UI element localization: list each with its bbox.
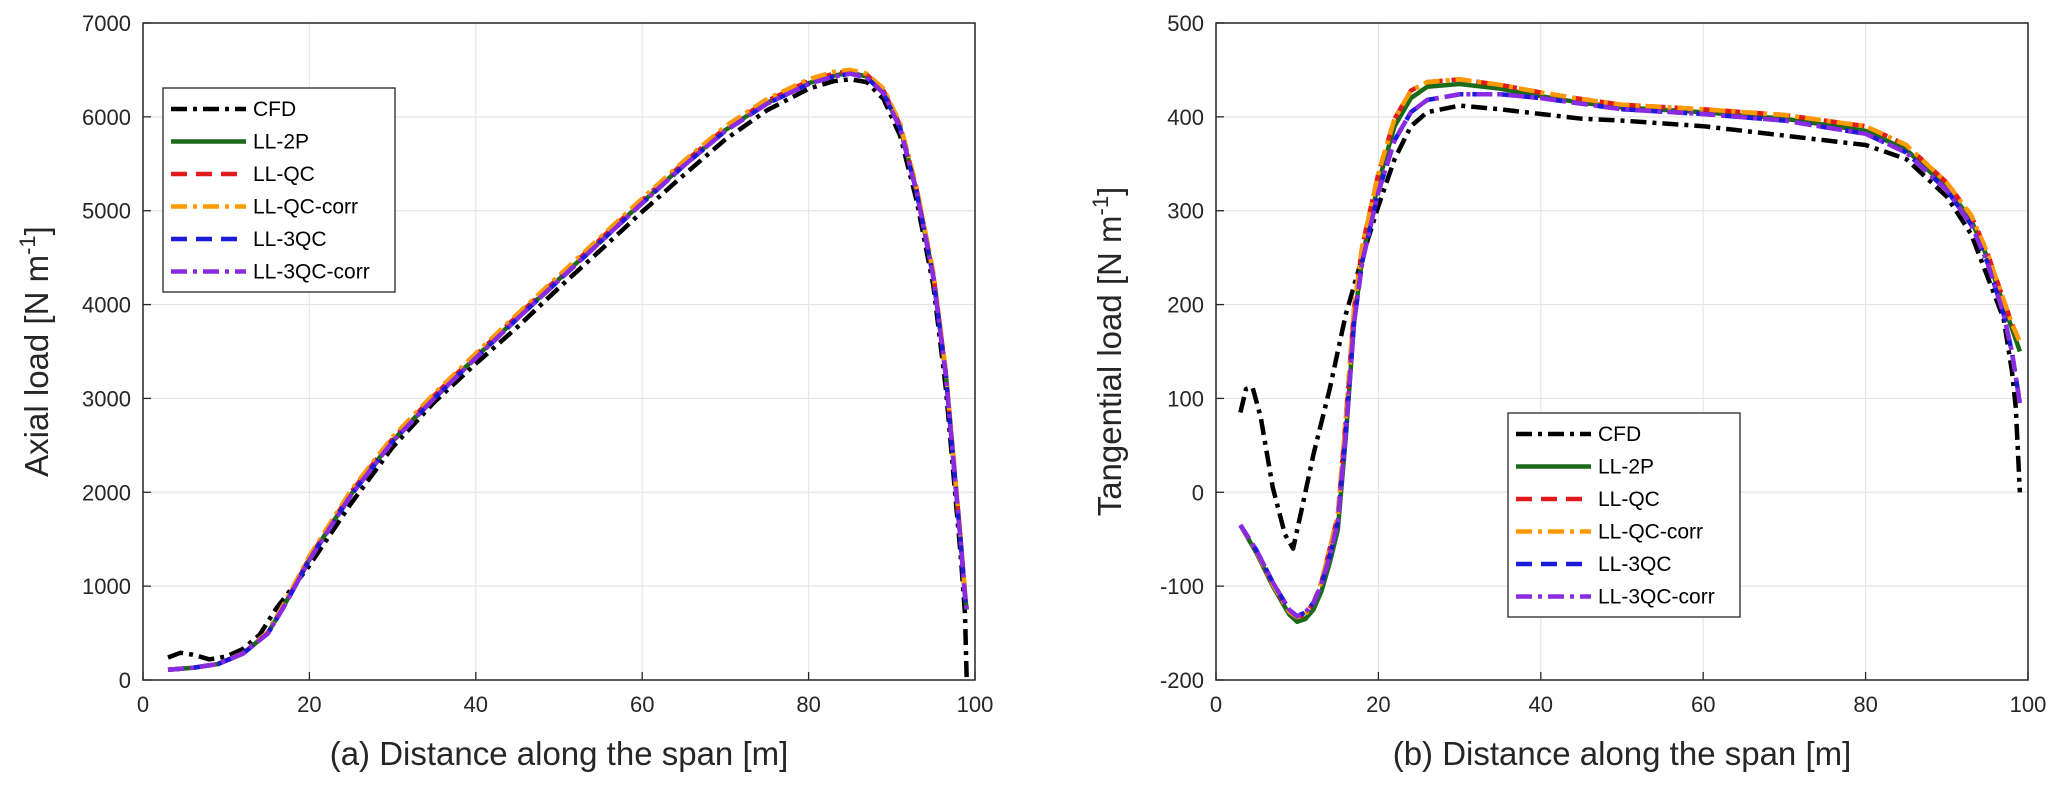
y-tick-label: 300	[1167, 199, 1204, 224]
chart-panel-a: 0 20 40 60 80 1000100020003000400050006000700…	[15, 11, 993, 772]
x-tick-label: 100	[957, 692, 994, 717]
y-axis-label-close: ]	[1091, 187, 1128, 196]
y-tick-label: 7000	[82, 11, 131, 36]
x-tick-label: 0	[1210, 692, 1222, 717]
legend-entry-label: LL-QC-corr	[1598, 521, 1703, 544]
x-tick-label: 80	[1853, 692, 1877, 717]
legend-entry-label: LL-3QC-corr	[1598, 586, 1715, 609]
legend-box	[162, 87, 396, 293]
x-tick-label: 40	[464, 692, 488, 717]
series-line-cfd	[167, 77, 969, 680]
y-axis-label: Tangential load [N m-1]	[1088, 187, 1128, 517]
y-tick-label: 200	[1167, 293, 1204, 318]
legend-entry-label: LL-3QC	[1598, 553, 1672, 576]
y-tick-label: 100	[1167, 386, 1204, 411]
series-line-ll-qc-corr	[1238, 77, 2022, 620]
x-tick-label: 60	[1691, 692, 1715, 717]
legend: CFD LL-2P LL-QC LL-QC-corr LL-3QC LL-3QC-corr	[162, 87, 396, 293]
legend-entry-label: LL-3QC	[253, 228, 327, 251]
y-tick-label: 500	[1167, 11, 1204, 36]
y-tick-label: 6000	[82, 105, 131, 130]
chart-panel-b: 0 20 40 60 80 100 -200 -100 0 100 200 300 400 500 (b) …	[1088, 11, 2046, 772]
axes-frame	[142, 22, 976, 681]
x-tick-label: 100	[2010, 692, 2047, 717]
series-group	[167, 67, 969, 680]
y-tick-label: 2000	[82, 480, 131, 505]
legend-entry-label: LL-3QC-corr	[253, 261, 370, 284]
y-tick-label: -200	[1160, 668, 1204, 693]
x-tick-label: 80	[796, 692, 820, 717]
y-axis-label-close: ]	[18, 226, 55, 235]
series-line-cfd	[1238, 103, 2023, 551]
y-tick-label: 0	[1192, 480, 1204, 505]
legend: CFD LL-2P LL-QC LL-QC-corr LL-3QC LL-3QC-corr	[1507, 412, 1741, 618]
legend-entry-label: LL-2P	[1598, 456, 1654, 479]
y-tick-label: 1000	[82, 574, 131, 599]
y-tick-label: 3000	[82, 386, 131, 411]
y-axis-label-main: Tangential load [N m	[1091, 215, 1128, 516]
y-axis-label-main: Axial load [N m	[18, 255, 55, 477]
y-tick-label: -100	[1160, 574, 1204, 599]
legend-entry-label: LL-QC	[1598, 488, 1660, 511]
series-group	[1238, 77, 2023, 625]
y-tick-label: 4000	[82, 293, 131, 318]
x-tick-label: 20	[1366, 692, 1390, 717]
x-axis-label: (a) Distance along the span [m]	[330, 735, 789, 772]
axes-frame	[1215, 22, 2029, 681]
legend-entry-label: CFD	[1598, 423, 1641, 446]
x-tick-label: 60	[630, 692, 654, 717]
legend-box	[1507, 412, 1741, 618]
y-tick-label: 0	[119, 668, 131, 693]
y-axis-label-exponent: -1	[1088, 196, 1113, 216]
x-tick-label: 40	[1529, 692, 1553, 717]
legend-entry-label: LL-2P	[253, 131, 309, 154]
legend-entry-label: LL-QC-corr	[253, 196, 358, 219]
series-line-ll-3qc-corr	[167, 71, 969, 672]
x-tick-label: 20	[297, 692, 321, 717]
x-tick-label: 0	[137, 692, 149, 717]
series-line-ll-3qc-corr	[1238, 92, 2023, 619]
y-tick-label: 400	[1167, 105, 1204, 130]
legend-entry-label: CFD	[253, 98, 296, 121]
legend-entry-label: LL-QC	[253, 163, 315, 186]
y-axis-label: Axial load [N m-1]	[15, 226, 55, 477]
y-axis-label-exponent: -1	[15, 235, 40, 255]
y-tick-label: 5000	[82, 199, 131, 224]
x-axis-label: (b) Distance along the span [m]	[1393, 735, 1852, 772]
